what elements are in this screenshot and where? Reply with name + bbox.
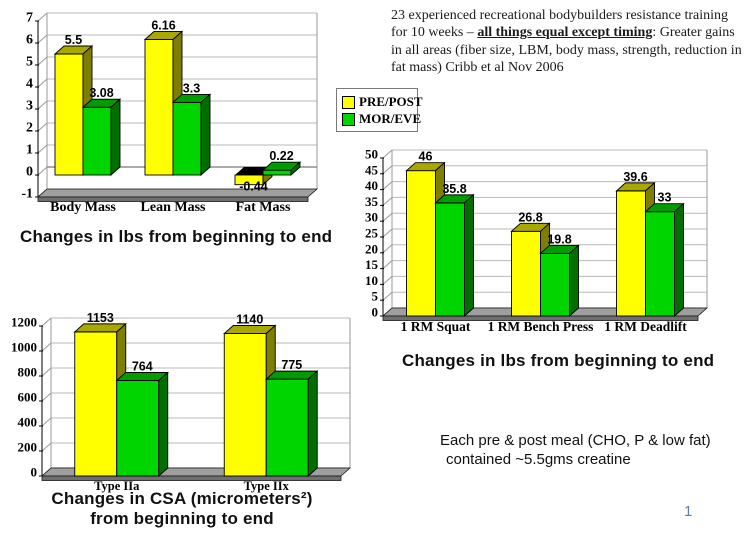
chart-csa-caption-line2: from beginning to end — [90, 509, 274, 528]
study-note-emphasis: all things equal except timing — [477, 25, 653, 41]
y-tick-label: 200 — [18, 440, 38, 455]
bar-value-label: 764 — [132, 360, 153, 374]
bar-value-label: 0.22 — [269, 149, 293, 163]
creatine-note-line1: Each pre & post meal (CHO, P & low fat) — [440, 432, 711, 449]
y-tick-label: 5 — [26, 55, 33, 70]
y-tick-label: 3 — [26, 99, 33, 114]
creatine-note-line2: contained ~5.5gms creatine — [446, 451, 631, 468]
bar-PRE/POST — [406, 170, 436, 317]
category-label: Type IIa — [94, 479, 140, 493]
bar-PRE/POST — [74, 331, 118, 477]
y-tick-label: 0 — [26, 165, 33, 180]
y-tick-label: 15 — [365, 257, 379, 272]
y-tick-label: 0 — [372, 305, 379, 320]
bar-MOR/EVE — [645, 211, 675, 317]
chart-floor — [36, 188, 319, 198]
category-label: 1 RM Squat — [401, 319, 471, 334]
y-tick-label: 50 — [365, 147, 378, 162]
mor-eve-swatch-icon — [342, 112, 355, 126]
y-tick-label: 0 — [31, 465, 38, 480]
y-tick-label: 40 — [365, 178, 378, 193]
bar-value-label: 39.6 — [623, 170, 647, 184]
y-tick-label: 10 — [365, 273, 378, 288]
y-tick-label: 45 — [365, 162, 379, 177]
bar-value-label: 775 — [281, 358, 302, 372]
bar-MOR/EVE — [435, 202, 465, 317]
bar-PRE/POST — [511, 230, 541, 317]
bar-value-label: 6.16 — [151, 18, 175, 32]
study-note: 23 experienced recreational bodybuilders… — [391, 7, 744, 77]
y-tick-label: 2 — [26, 121, 33, 136]
y-tick-label: 30 — [365, 210, 378, 225]
category-label: Type IIx — [244, 479, 290, 493]
bar-MOR/EVE — [116, 380, 160, 477]
y-tick-label: 7 — [26, 11, 33, 26]
category-label: 1 RM Deadlift — [604, 319, 687, 334]
chart-legend: PRE/POST MOR/EVE — [336, 88, 423, 132]
bar-value-label: 26.8 — [518, 210, 542, 224]
pre-post-swatch-icon — [342, 95, 355, 109]
y-tick-label: 6 — [26, 33, 33, 48]
y-tick-label: 20 — [365, 241, 378, 256]
bar-value-label: 3.3 — [183, 81, 200, 95]
category-label: Lean Mass — [141, 200, 207, 215]
category-label: Fat Mass — [236, 200, 291, 215]
bar-PRE/POST — [54, 53, 84, 176]
legend-label: MOR/EVE — [359, 111, 422, 126]
bar-PRE/POST — [616, 190, 646, 317]
y-tick-label: 400 — [18, 415, 38, 430]
chart-body-composition: -1 0 1 2 3 4 5 6 7 5.5 3.08 Body Mass 6.16 3.3 Lean Ma… — [21, 11, 319, 215]
bar-value-label: 19.8 — [547, 232, 571, 246]
y-tick-label: 600 — [18, 390, 38, 405]
page-number: 1 — [684, 503, 693, 520]
y-tick-label: 5 — [372, 289, 379, 304]
chart-body-composition-caption: Changes in lbs from beginning to end — [20, 227, 333, 246]
bar-MOR/EVE — [540, 252, 570, 317]
bar-value-label: 1153 — [87, 311, 114, 325]
bar-MOR/EVE — [82, 106, 112, 176]
bar-value-label: 35.8 — [442, 182, 466, 196]
y-tick-label: 4 — [26, 77, 33, 92]
chart-csa-caption: Changes in CSA (micrometers²) from begin… — [12, 489, 352, 529]
creatine-note: Each pre & post meal (CHO, P & low fat) … — [440, 431, 711, 469]
bar-value-label: 1140 — [236, 313, 263, 327]
legend-item-mor-eve: MOR/EVE — [342, 111, 421, 127]
y-tick-label: -1 — [21, 187, 33, 202]
legend-item-pre-post: PRE/POST — [342, 94, 423, 110]
y-tick-label: 1000 — [11, 340, 37, 355]
bar-PRE/POST — [144, 39, 174, 176]
y-tick-label: 1200 — [11, 315, 37, 330]
bar-MOR/EVE — [262, 169, 292, 176]
y-tick-label: 1 — [26, 143, 33, 158]
legend-label: PRE/POST — [359, 94, 423, 109]
bar-value-label: 3.08 — [89, 86, 113, 100]
bar-value-label: 46 — [419, 150, 433, 164]
bar-PRE/POST — [223, 333, 267, 477]
y-tick-label: 25 — [365, 226, 379, 241]
category-label: 1 RM Bench Press — [488, 319, 594, 334]
chart-csa-caption-line1: Changes in CSA (micrometers²) — [51, 489, 313, 508]
bar-value-label: 5.5 — [65, 33, 82, 47]
category-label: Body Mass — [50, 200, 116, 215]
study-note-text: : Greater gains in all areas (fiber size… — [391, 25, 742, 76]
chart-csa: 0 200 400 600 800 1000 1200 1153 764 Type IIa 1140… — [11, 311, 352, 493]
y-tick-label: 35 — [365, 194, 379, 209]
bar-MOR/EVE — [265, 378, 309, 477]
chart-one-rep-max-caption: Changes in lbs from beginning to end — [402, 351, 715, 370]
study-note-text: 23 experienced recreational bodybuilders… — [391, 8, 729, 41]
bar-MOR/EVE — [172, 101, 202, 176]
bar-value-label: -0.44 — [239, 180, 268, 194]
bar-value-label: 33 — [658, 191, 672, 205]
y-tick-label: 800 — [18, 365, 38, 380]
